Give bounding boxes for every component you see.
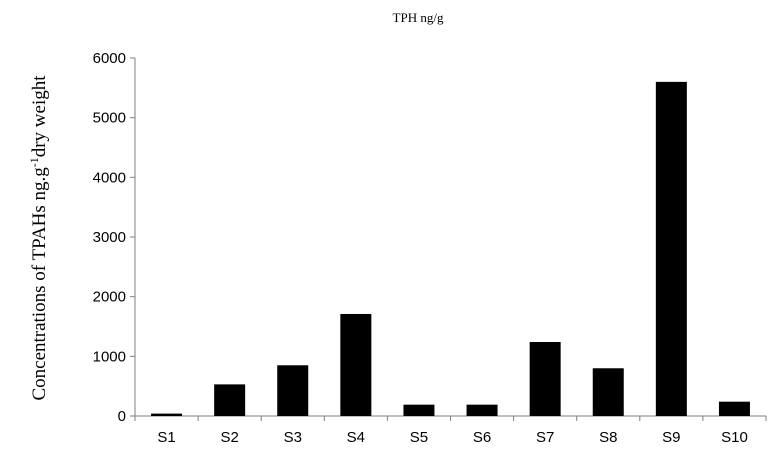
x-tick-label: S6 (473, 429, 491, 446)
bar-s6 (466, 404, 498, 416)
bar-s10 (718, 401, 750, 416)
bar-s8 (592, 368, 624, 416)
y-tick-label: 0 (118, 408, 126, 425)
x-tick-label: S5 (410, 429, 428, 446)
y-axis-label-rest: dry weight (29, 75, 50, 158)
y-tick-label: 6000 (93, 50, 126, 67)
x-tick-label: S3 (284, 429, 302, 446)
y-axis: 0 1000 2000 3000 4000 5000 6000 (93, 50, 136, 425)
y-axis-label-superscript: -1 (27, 157, 41, 167)
y-tick-label: 1000 (93, 348, 126, 365)
x-tick-label: S9 (662, 429, 680, 446)
bars (151, 81, 750, 416)
bar-s7 (529, 342, 561, 416)
x-tick-label: S2 (220, 429, 238, 446)
x-tick-label: S1 (157, 429, 175, 446)
x-axis: S1 S2 S3 S4 S5 S6 S7 S8 S9 S10 (134, 415, 767, 446)
y-tick-label: 3000 (93, 229, 126, 246)
bar-s3 (277, 365, 309, 416)
y-axis-label: Concentrations of TPAHs ng.g-1dry weight (27, 75, 50, 401)
y-tick-label: 5000 (93, 110, 126, 127)
chart-title: TPH ng/g (393, 10, 444, 25)
y-tick-label: 2000 (93, 289, 126, 306)
bar-s9 (655, 81, 687, 416)
bar-s2 (214, 384, 246, 416)
bar-s1 (151, 413, 183, 416)
x-tick-label: S8 (599, 429, 617, 446)
bar-s4 (340, 313, 372, 416)
y-axis-label-main: Concentrations of TPAHs ng.g (29, 167, 50, 401)
bar-s5 (403, 404, 435, 416)
x-tick-label: S4 (347, 429, 365, 446)
x-tick-label: S10 (721, 429, 748, 446)
x-tick-label: S7 (536, 429, 554, 446)
y-tick-label: 4000 (93, 169, 126, 186)
